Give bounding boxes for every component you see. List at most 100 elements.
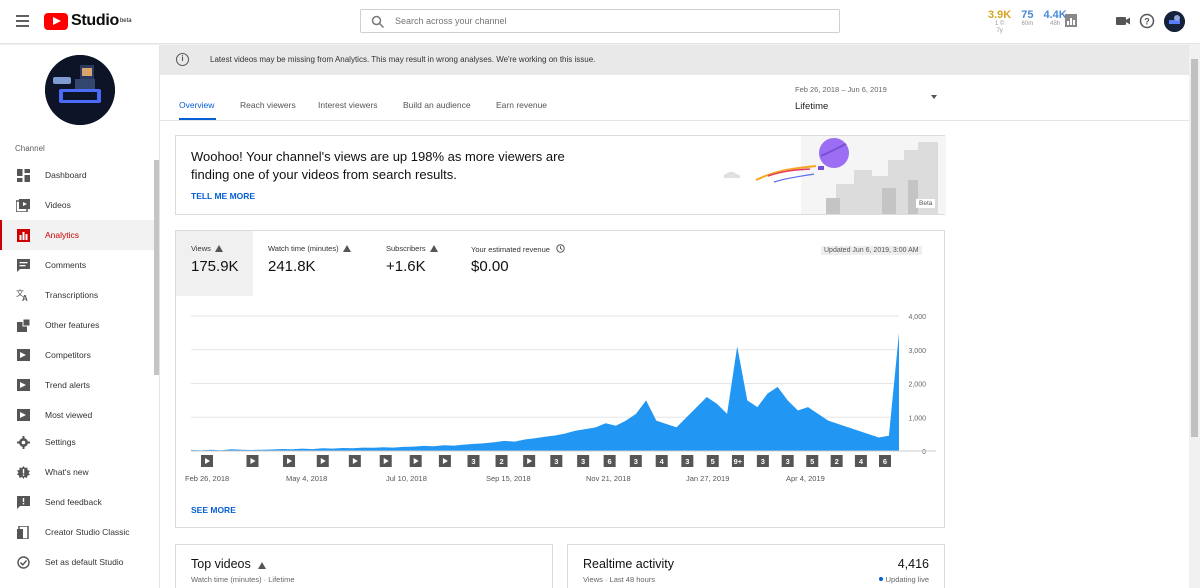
studio-logo[interactable]: Studio beta	[44, 12, 132, 30]
sidebar-item-label: Trend alerts	[45, 380, 91, 390]
svg-text:3: 3	[761, 457, 765, 466]
video-publish-marker[interactable]: 3	[629, 455, 642, 467]
video-publish-marker[interactable]	[201, 455, 213, 467]
see-more-link[interactable]: SEE MORE	[191, 505, 236, 515]
account-avatar[interactable]	[1164, 11, 1185, 32]
svg-text:9+: 9+	[734, 457, 743, 466]
svg-text:6: 6	[883, 457, 887, 466]
video-publish-marker[interactable]: 5	[806, 455, 819, 467]
sidebar-item-competitors[interactable]: Competitors	[0, 340, 154, 370]
svg-text:5: 5	[810, 457, 814, 466]
help-icon[interactable]: ?	[1139, 13, 1155, 29]
sidebar-item-trend-alerts[interactable]: Trend alerts	[0, 370, 154, 400]
video-publish-marker[interactable]: 4	[655, 455, 668, 467]
video-publish-marker[interactable]: 3	[467, 455, 480, 467]
sidebar-section-label: Channel	[15, 144, 45, 153]
sidebar-item-whats-new[interactable]: What's new	[0, 457, 154, 487]
search-box[interactable]	[360, 9, 840, 33]
top-bar: Studio beta 3.9K 1 © 7y 75 60m 4.4K 48h …	[0, 0, 1200, 44]
dropdown-arrow-icon[interactable]	[931, 95, 937, 99]
tab-earn-revenue[interactable]: Earn revenue	[496, 100, 548, 110]
metric-tile-revenue[interactable]: Your estimated revenue $0.00	[458, 231, 588, 296]
competitors-icon	[16, 348, 30, 362]
sidebar-item-set-default-studio[interactable]: Set as default Studio	[0, 547, 154, 577]
svg-text:3: 3	[786, 457, 790, 466]
video-publish-marker[interactable]: 3	[577, 455, 590, 467]
sidebar-item-creator-studio-classic[interactable]: Creator Studio Classic	[0, 517, 154, 547]
search-icon	[371, 15, 385, 29]
sidebar-item-label: What's new	[45, 467, 89, 477]
svg-text:3: 3	[581, 457, 585, 466]
video-publish-marker[interactable]: 5	[706, 455, 719, 467]
scrollbar-thumb[interactable]	[1191, 59, 1198, 437]
video-publish-marker[interactable]: 2	[495, 455, 508, 467]
video-publish-marker[interactable]: 4	[854, 455, 867, 467]
sidebar-item-dashboard[interactable]: Dashboard	[0, 160, 154, 190]
sidebar-item-videos[interactable]: Videos	[0, 190, 154, 220]
y-tick-label: 2,000	[908, 382, 926, 389]
sidebar-item-most-viewed[interactable]: Most viewed	[0, 400, 154, 430]
top-videos-card: Top videos Watch time (minutes) · Lifeti…	[175, 544, 553, 588]
stat-value: 4.4K	[1043, 9, 1067, 21]
video-publish-marker[interactable]	[283, 455, 296, 467]
info-icon: i	[176, 53, 189, 66]
tab-reach-viewers[interactable]: Reach viewers	[240, 100, 296, 110]
sidebar-item-send-feedback[interactable]: Send feedback	[0, 487, 154, 517]
sidebar-item-analytics[interactable]: Analytics	[0, 220, 154, 250]
video-publish-marker[interactable]: 6	[603, 455, 616, 467]
search-input[interactable]	[395, 12, 825, 30]
metric-tile-subscribers[interactable]: Subscribers +1.6K	[373, 231, 458, 296]
metric-tile-views[interactable]: Views 175.9K	[176, 231, 253, 296]
comments-icon	[16, 258, 30, 272]
video-publish-marker[interactable]: 3	[756, 455, 769, 467]
svg-text:4: 4	[660, 457, 665, 466]
svg-text:3: 3	[634, 457, 638, 466]
sidebar-item-label: Set as default Studio	[45, 557, 124, 567]
updated-timestamp: Updated Jun 6, 2019, 3:00 AM	[821, 246, 922, 255]
svg-text:文: 文	[16, 288, 24, 298]
x-tick-label: Sep 15, 2018	[486, 474, 531, 483]
video-publish-marker[interactable]: 6	[879, 455, 891, 467]
video-publish-marker[interactable]	[348, 455, 361, 467]
video-publish-marker[interactable]	[523, 455, 536, 467]
metric-tile-watch-time[interactable]: Watch time (minutes) 241.8K	[253, 231, 373, 296]
bar-chart-icon[interactable]	[1065, 14, 1077, 27]
views-chart: 4,000 3,000 2,000 1,000 0 3 2 3 3 6 3 4 3 5 9+ 3 3 5 2 4 6 Fe…	[185, 314, 936, 483]
x-tick-label: Feb 26, 2018	[185, 474, 229, 483]
tell-me-more-link[interactable]: TELL ME MORE	[191, 191, 256, 201]
check-circle-icon	[16, 555, 30, 569]
page-scrollbar[interactable]	[1189, 45, 1200, 588]
tab-build-audience[interactable]: Build an audience	[403, 100, 471, 110]
tab-interest-viewers[interactable]: Interest viewers	[318, 100, 378, 110]
y-tick-label: 3,000	[908, 348, 926, 355]
video-publish-marker[interactable]	[438, 455, 451, 467]
sidebar-item-settings[interactable]: Settings	[0, 427, 154, 457]
youtube-play-icon	[44, 12, 68, 30]
svg-text:6: 6	[608, 457, 612, 466]
sidebar-item-comments[interactable]: Comments	[0, 250, 154, 280]
video-publish-marker[interactable]	[316, 455, 329, 467]
x-tick-label: Jan 27, 2019	[686, 474, 729, 483]
date-range-picker[interactable]: Feb 26, 2018 – Jun 6, 2019 Lifetime	[795, 85, 887, 112]
tab-overview[interactable]: Overview	[179, 100, 215, 110]
sidebar-item-other-features[interactable]: Other features	[0, 310, 154, 340]
sidebar-scrollbar[interactable]	[154, 160, 159, 375]
video-publish-marker[interactable]: 3	[681, 455, 694, 467]
video-publish-marker[interactable]: 3	[781, 455, 794, 467]
create-video-icon[interactable]	[1115, 13, 1131, 29]
video-publish-marker[interactable]	[379, 455, 392, 467]
most-viewed-icon	[16, 408, 30, 422]
video-publish-marker[interactable]: 3	[550, 455, 563, 467]
video-publish-marker[interactable]: 2	[830, 455, 843, 467]
x-tick-label: Nov 21, 2018	[586, 474, 631, 483]
metric-name: Watch time (minutes)	[268, 244, 351, 253]
video-publish-marker[interactable]	[409, 455, 422, 467]
channel-avatar[interactable]	[45, 55, 115, 125]
menu-icon[interactable]	[16, 15, 29, 27]
realtime-title: Realtime activity	[583, 557, 674, 571]
stat-label: 1 ©	[994, 21, 1005, 27]
video-publish-marker[interactable]: 9+	[731, 455, 744, 467]
classic-icon	[16, 525, 30, 539]
video-publish-marker[interactable]	[246, 455, 259, 467]
